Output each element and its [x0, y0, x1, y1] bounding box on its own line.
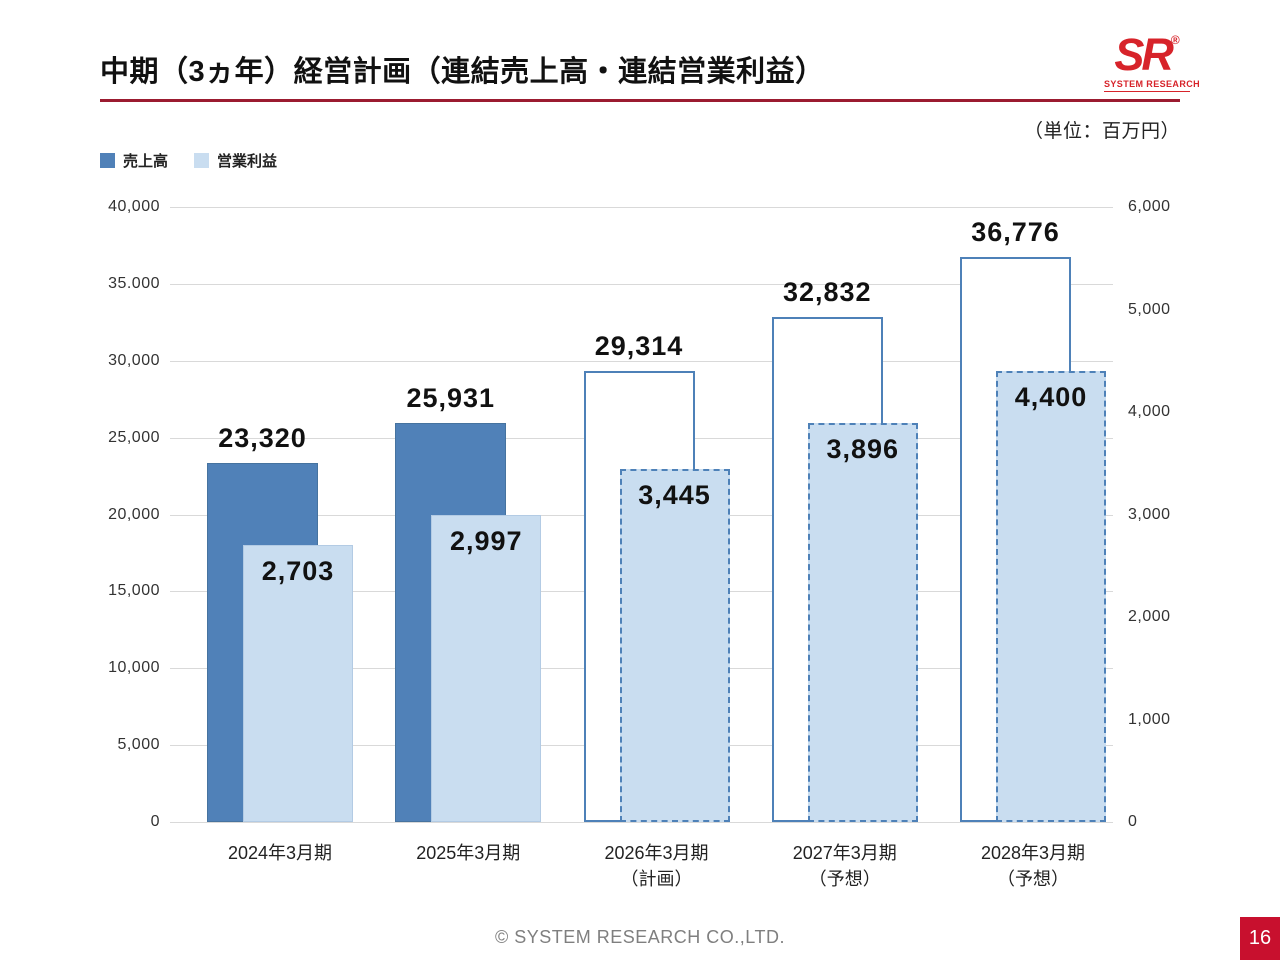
profit-value-label: 2,703	[261, 555, 335, 586]
y-axis-tick-left: 30,000	[108, 351, 160, 369]
logo-company-name: SYSTEM RESEARCH	[1104, 80, 1200, 92]
logo-letters: SR	[1114, 29, 1173, 80]
x-axis-category-label: 2028年3月期 （予想）	[980, 843, 1086, 889]
sales-legend-label: 売上高	[123, 153, 169, 170]
chart-legend: 売上高 営業利益	[100, 150, 277, 171]
y-axis-tick-left: 35.000	[108, 274, 160, 292]
sales-legend-swatch-icon	[100, 153, 115, 168]
page-title: 中期（3ヵ年）経営計画（連結売上高・連結営業利益）	[100, 56, 825, 88]
profit-value-label: 4,400	[1014, 382, 1088, 412]
y-axis-tick-right: 1,000	[1128, 710, 1171, 728]
profit-bar	[431, 514, 542, 822]
profit-bar	[996, 371, 1106, 822]
profit-legend-label: 営業利益	[217, 153, 278, 170]
legend-item-profit: 営業利益	[194, 150, 277, 171]
profit-value-label: 3,445	[638, 479, 711, 510]
unit-label: （単位：百万円）	[1023, 121, 1180, 142]
logo-sr-mark: SR®	[1104, 32, 1190, 77]
copyright-text: © SYSTEM RESEARCH CO.,LTD.	[495, 927, 785, 947]
sales-value-label: 36,776	[971, 216, 1060, 247]
sales-value-label: 25,931	[406, 383, 496, 414]
gridline	[170, 360, 1113, 362]
profit-bar	[243, 544, 353, 822]
sales-value-label: 32,832	[782, 277, 872, 308]
sales-value-label: 29,314	[594, 331, 684, 362]
profit-value-label: 2,997	[449, 525, 523, 556]
y-axis-tick-left: 15,000	[108, 582, 160, 600]
page-number-badge: 16	[1240, 917, 1280, 960]
y-axis-tick-right: 2,000	[1128, 608, 1171, 625]
x-axis-category-label: 2027年3月期 （予想）	[792, 843, 897, 889]
gridline	[170, 207, 1113, 208]
y-axis-tick-left: 10,000	[108, 659, 160, 677]
profit-value-label: 3,896	[826, 433, 900, 464]
y-axis-tick-left: 25,000	[108, 428, 160, 446]
y-axis-tick-right: 6,000	[1128, 198, 1171, 215]
y-axis-tick-left: 40,000	[108, 198, 160, 215]
y-axis-tick-left: 20,000	[108, 505, 160, 523]
sales-value-label: 23,320	[218, 423, 307, 454]
title-divider	[100, 99, 1180, 102]
profit-bar	[619, 468, 730, 822]
y-axis-tick-right: 3,000	[1128, 505, 1171, 523]
gridline	[170, 283, 1113, 285]
y-axis-tick-right: 5,000	[1128, 300, 1171, 318]
gridline	[170, 822, 1113, 823]
legend-item-sales: 売上高	[100, 150, 168, 171]
y-axis-tick-left: 0	[150, 813, 160, 830]
y-axis-tick-right: 4,000	[1128, 403, 1171, 420]
x-axis-category-label: 2026年3月期 （計画）	[604, 843, 709, 889]
profit-legend-swatch-icon	[194, 153, 210, 168]
company-logo: SR® SYSTEM RESEARCH	[1104, 32, 1200, 92]
x-axis-category-label: 2024年3月期	[227, 843, 333, 863]
y-axis-tick-left: 5,000	[117, 736, 160, 754]
profit-bar	[807, 422, 918, 822]
y-axis-tick-right: 0	[1128, 813, 1138, 830]
registered-mark-icon: ®	[1170, 33, 1180, 47]
x-axis-category-label: 2025年3月期	[416, 843, 521, 863]
